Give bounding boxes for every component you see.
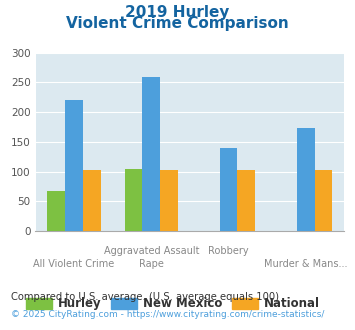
Text: Robbery: Robbery bbox=[208, 246, 249, 256]
Text: Violent Crime Comparison: Violent Crime Comparison bbox=[66, 16, 289, 31]
Text: © 2025 CityRating.com - https://www.cityrating.com/crime-statistics/: © 2025 CityRating.com - https://www.city… bbox=[11, 310, 324, 319]
Bar bbox=[297, 128, 315, 231]
Bar bbox=[315, 170, 332, 231]
Legend: Hurley, New Mexico, National: Hurley, New Mexico, National bbox=[26, 297, 320, 311]
Bar bbox=[83, 170, 101, 231]
Bar bbox=[220, 148, 237, 231]
Text: Aggravated Assault: Aggravated Assault bbox=[104, 246, 199, 256]
Text: All Violent Crime: All Violent Crime bbox=[33, 259, 115, 269]
Bar bbox=[142, 77, 160, 231]
Bar bbox=[65, 100, 83, 231]
Bar bbox=[160, 170, 178, 231]
Text: Compared to U.S. average. (U.S. average equals 100): Compared to U.S. average. (U.S. average … bbox=[11, 292, 279, 302]
Bar bbox=[237, 170, 255, 231]
Bar bbox=[48, 191, 65, 231]
Text: Rape: Rape bbox=[139, 259, 164, 269]
Bar bbox=[125, 169, 142, 231]
Text: 2019 Hurley: 2019 Hurley bbox=[125, 5, 230, 20]
Text: Murder & Mans...: Murder & Mans... bbox=[264, 259, 348, 269]
